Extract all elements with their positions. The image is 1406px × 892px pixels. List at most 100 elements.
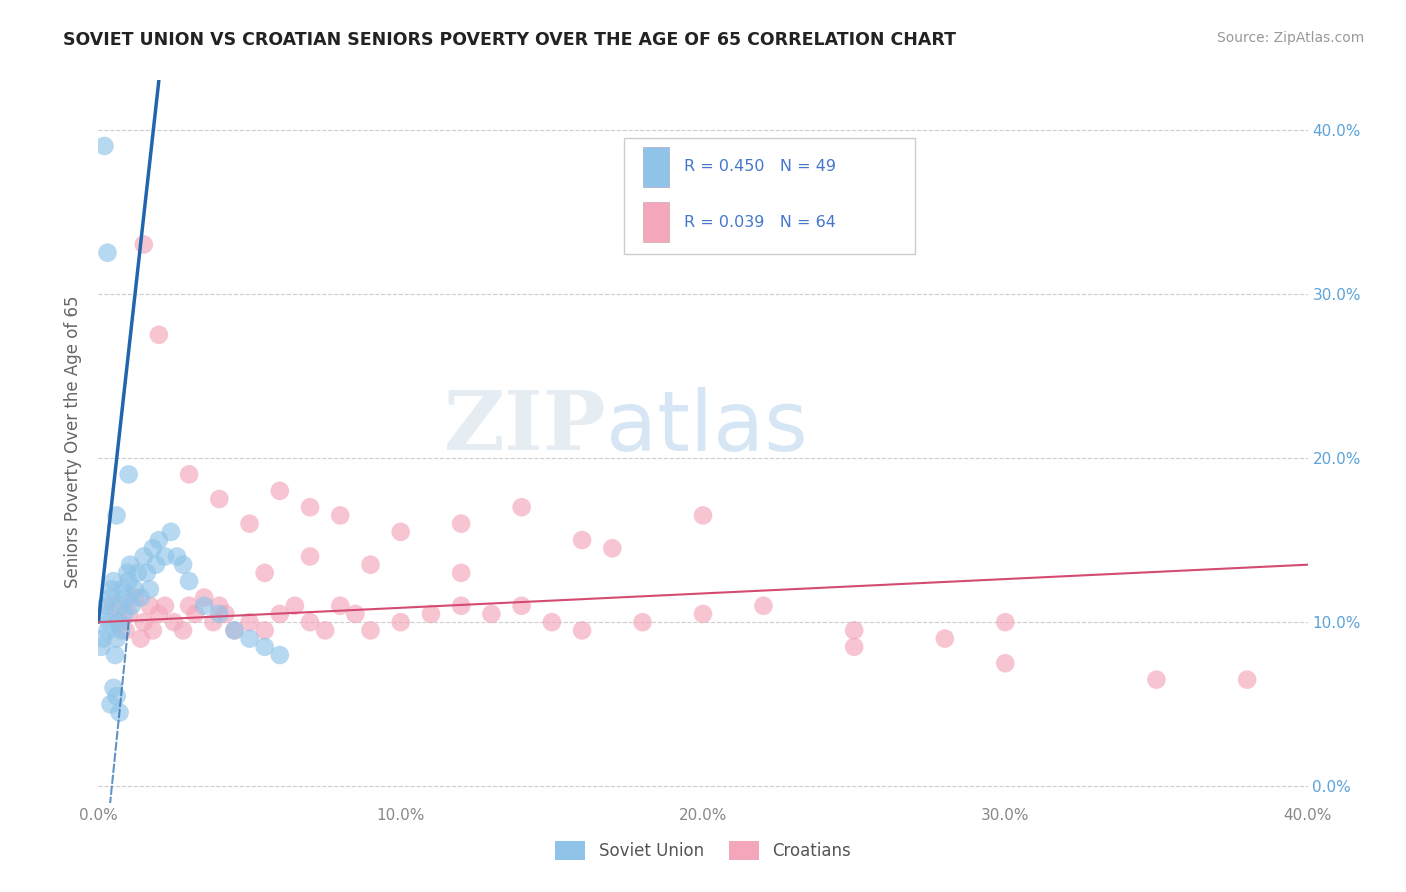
Point: [142, 541, 165, 556]
Point: [118, 607, 141, 621]
Point: [172, 558, 194, 572]
Point: [179, 599, 201, 613]
Legend: Soviet Union, Croatians: Soviet Union, Croatians: [548, 834, 858, 867]
Point: [139, 582, 162, 597]
Bar: [643, 147, 669, 186]
Point: [132, 615, 155, 630]
Point: [115, 566, 138, 580]
Point: [105, 632, 128, 646]
Point: [571, 533, 593, 547]
Point: [994, 657, 1017, 671]
Point: [299, 500, 322, 515]
Point: [105, 689, 128, 703]
Point: [179, 574, 201, 588]
Point: [112, 607, 135, 621]
Point: [692, 508, 714, 523]
Point: [148, 327, 170, 342]
Point: [153, 599, 176, 613]
Point: [269, 648, 291, 662]
Point: [160, 524, 183, 539]
Point: [129, 632, 152, 646]
Point: [90, 640, 112, 654]
Point: [239, 516, 262, 531]
Text: atlas: atlas: [606, 386, 808, 467]
Point: [510, 599, 533, 613]
FancyBboxPatch shape: [624, 138, 915, 253]
Point: [93, 607, 115, 621]
Point: [450, 599, 472, 613]
Point: [314, 624, 336, 638]
Point: [101, 582, 124, 597]
Text: Source: ZipAtlas.com: Source: ZipAtlas.com: [1216, 31, 1364, 45]
Point: [100, 698, 122, 712]
Point: [139, 599, 162, 613]
Point: [148, 607, 170, 621]
Point: [284, 599, 307, 613]
Point: [104, 648, 127, 662]
Point: [481, 607, 503, 621]
Point: [120, 558, 142, 572]
Point: [108, 599, 131, 613]
Point: [253, 624, 276, 638]
Point: [114, 591, 136, 605]
Point: [110, 624, 132, 638]
Point: [360, 624, 382, 638]
Point: [239, 632, 262, 646]
Point: [344, 607, 367, 621]
Point: [239, 615, 262, 630]
Point: [111, 582, 134, 597]
Point: [208, 491, 231, 506]
Point: [98, 615, 121, 630]
Point: [214, 607, 236, 621]
Point: [299, 549, 322, 564]
Point: [103, 599, 125, 613]
Point: [108, 706, 131, 720]
Point: [389, 524, 412, 539]
Point: [202, 615, 225, 630]
Point: [329, 599, 352, 613]
Point: [127, 566, 149, 580]
Point: [253, 566, 276, 580]
Point: [269, 483, 291, 498]
Point: [118, 467, 141, 482]
Point: [94, 599, 117, 613]
Point: [91, 632, 114, 646]
Point: [121, 599, 143, 613]
Point: [184, 607, 207, 621]
Point: [124, 591, 146, 605]
Point: [844, 640, 866, 654]
Point: [163, 615, 186, 630]
Point: [142, 624, 165, 638]
Point: [172, 624, 194, 638]
Text: SOVIET UNION VS CROATIAN SENIORS POVERTY OVER THE AGE OF 65 CORRELATION CHART: SOVIET UNION VS CROATIAN SENIORS POVERTY…: [63, 31, 956, 49]
Point: [179, 467, 201, 482]
Point: [118, 574, 141, 588]
Point: [269, 607, 291, 621]
Point: [193, 591, 215, 605]
Point: [107, 615, 129, 630]
Point: [994, 615, 1017, 630]
Point: [224, 624, 246, 638]
Point: [103, 681, 125, 695]
Point: [135, 566, 157, 580]
Point: [752, 599, 775, 613]
Point: [253, 640, 276, 654]
Point: [193, 599, 215, 613]
Text: R = 0.039   N = 64: R = 0.039 N = 64: [683, 215, 835, 230]
Point: [389, 615, 412, 630]
Point: [450, 566, 472, 580]
Point: [96, 624, 118, 638]
Point: [844, 624, 866, 638]
Text: R = 0.450   N = 49: R = 0.450 N = 49: [683, 160, 835, 174]
Point: [103, 574, 125, 588]
Point: [692, 607, 714, 621]
Point: [360, 558, 382, 572]
Point: [420, 607, 443, 621]
Y-axis label: Seniors Poverty Over the Age of 65: Seniors Poverty Over the Age of 65: [65, 295, 83, 588]
Point: [540, 615, 562, 630]
Point: [129, 591, 152, 605]
Point: [96, 245, 118, 260]
Point: [108, 615, 131, 630]
Point: [934, 632, 956, 646]
Point: [208, 599, 231, 613]
